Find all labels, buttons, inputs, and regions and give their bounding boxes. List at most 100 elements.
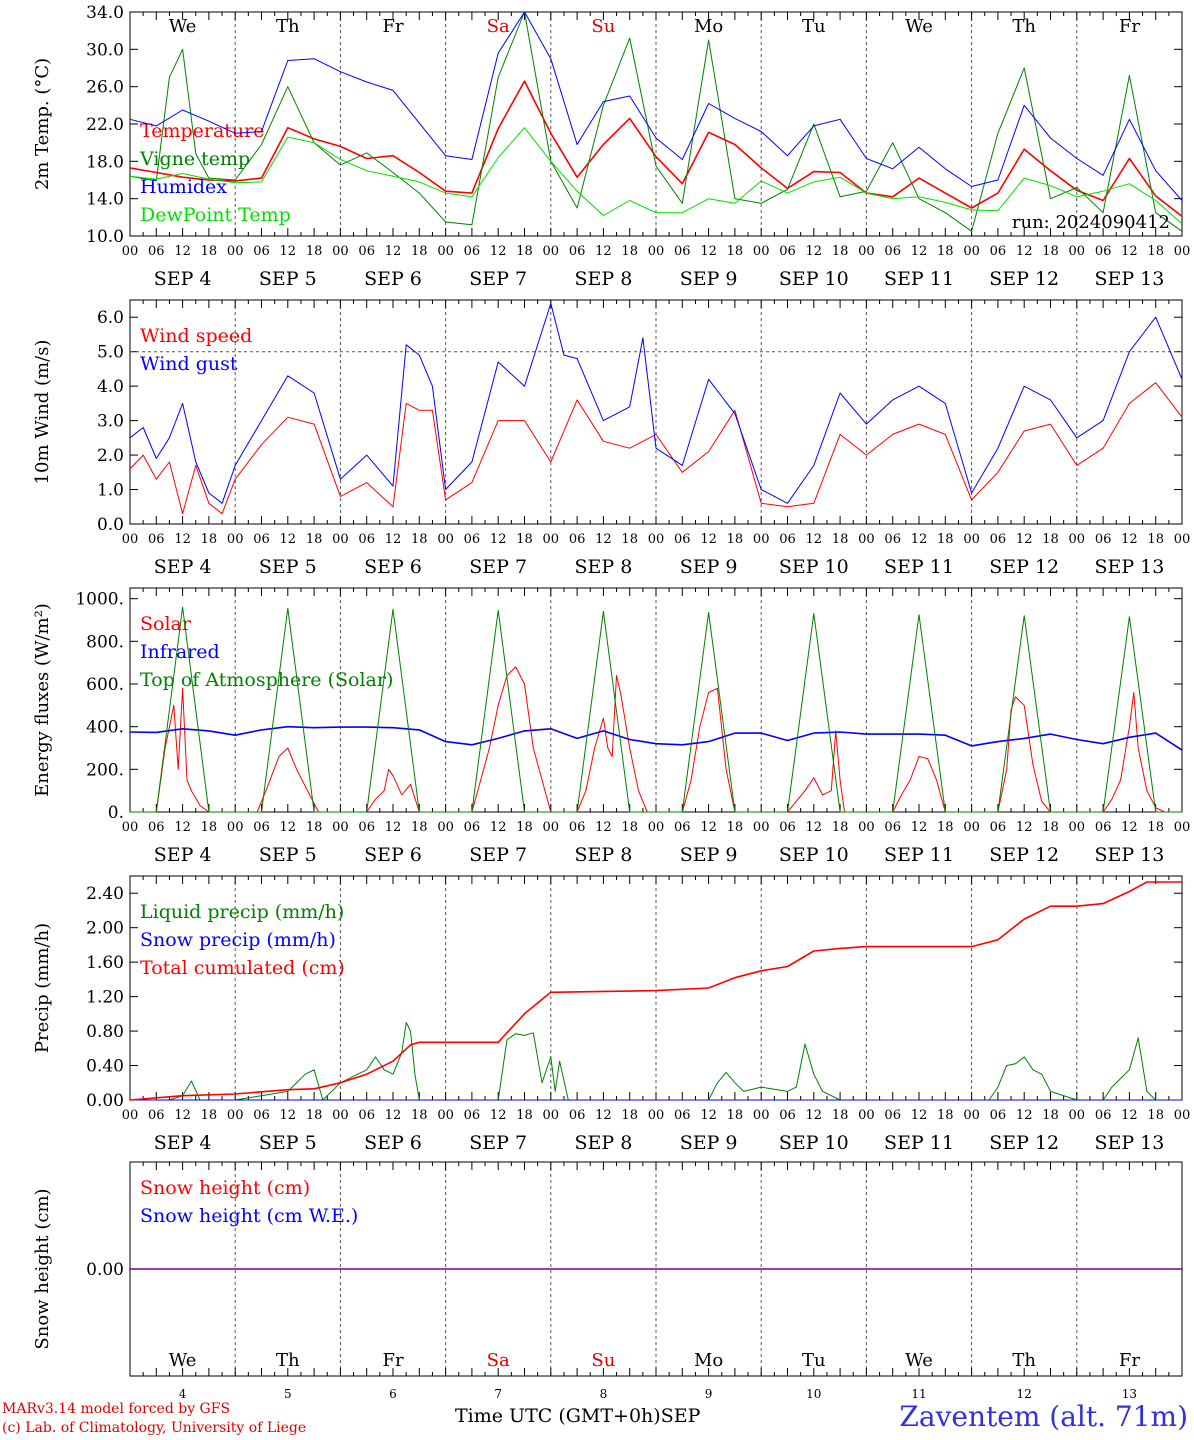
hour-tick-label: 00 — [963, 1108, 980, 1123]
legend-entry: DewPoint Temp — [140, 204, 291, 226]
hour-tick-label: 18 — [201, 244, 218, 259]
date-label: SEP 8 — [574, 844, 632, 866]
date-label: SEP 9 — [680, 844, 738, 866]
series-line — [129, 302, 1183, 504]
legend-entry: Snow precip (mm/h) — [140, 929, 336, 951]
weekday-label: Fr — [382, 16, 403, 37]
hour-tick-label: 00 — [437, 1108, 454, 1123]
hour-tick-label: 12 — [280, 244, 297, 259]
hour-tick-label: 18 — [937, 244, 954, 259]
series-line — [130, 1022, 1157, 1101]
hour-tick-label: 12 — [700, 532, 717, 547]
y-tick-label: 400. — [86, 718, 124, 738]
hour-tick-label: 06 — [990, 1108, 1007, 1123]
weekday-label: Tu — [802, 1350, 826, 1371]
hour-tick-label: 00 — [963, 820, 980, 835]
hour-tick-label: 12 — [174, 244, 191, 259]
hour-tick-label: 00 — [1174, 820, 1191, 835]
y-tick-label: 2.0 — [97, 446, 124, 466]
hour-tick-label: 12 — [911, 532, 928, 547]
hour-tick-label: 00 — [227, 532, 244, 547]
series-line — [129, 382, 1183, 515]
date-label: SEP 10 — [779, 556, 849, 578]
day-number-label: 6 — [389, 1387, 397, 1401]
hour-tick-label: 12 — [700, 244, 717, 259]
series-line — [129, 11, 1183, 232]
hour-tick-label: 06 — [884, 244, 901, 259]
date-label: SEP 7 — [469, 1132, 527, 1154]
weekday-label: We — [169, 1350, 197, 1371]
weekday-label: Fr — [1119, 16, 1140, 37]
day-number-label: 7 — [494, 1387, 502, 1401]
date-label: SEP 13 — [1094, 556, 1164, 578]
hour-tick-label: 18 — [306, 244, 323, 259]
y-tick-label: 1.20 — [86, 988, 124, 1008]
date-label: SEP 9 — [680, 556, 738, 578]
hour-tick-label: 06 — [253, 820, 270, 835]
hour-tick-label: 06 — [464, 820, 481, 835]
hour-tick-label: 18 — [411, 820, 428, 835]
hour-tick-label: 00 — [858, 244, 875, 259]
hour-tick-label: 18 — [621, 1108, 638, 1123]
hour-tick-label: 18 — [727, 1108, 744, 1123]
weekday-label: Th — [1012, 1350, 1036, 1371]
hour-tick-label: 06 — [464, 532, 481, 547]
y-tick-label: 0. — [108, 803, 124, 823]
day-number-label: 5 — [284, 1387, 292, 1401]
date-label: SEP 9 — [680, 1132, 738, 1154]
hour-tick-label: 00 — [963, 244, 980, 259]
day-number-label: 13 — [1122, 1387, 1137, 1401]
hour-tick-label: 18 — [727, 820, 744, 835]
hour-tick-label: 00 — [227, 1108, 244, 1123]
hour-tick-label: 06 — [358, 1108, 375, 1123]
hour-tick-label: 06 — [884, 820, 901, 835]
weekday-label: Su — [591, 1350, 615, 1371]
date-label: SEP 4 — [154, 556, 212, 578]
day-number-label: 10 — [806, 1387, 821, 1401]
hour-tick-label: 06 — [148, 532, 165, 547]
hour-tick-label: 12 — [700, 1108, 717, 1123]
hour-tick-label: 06 — [674, 532, 691, 547]
hour-tick-label: 12 — [806, 1108, 823, 1123]
hour-tick-label: 12 — [174, 1108, 191, 1123]
hour-tick-label: 18 — [516, 820, 533, 835]
hour-tick-label: 18 — [1042, 1108, 1059, 1123]
date-label: SEP 5 — [259, 844, 317, 866]
hour-tick-label: 12 — [385, 244, 402, 259]
hour-tick-label: 12 — [280, 532, 297, 547]
hour-tick-label: 12 — [174, 820, 191, 835]
hour-tick-label: 18 — [201, 532, 218, 547]
y-tick-label: 4.0 — [97, 377, 124, 397]
hour-tick-label: 06 — [569, 820, 586, 835]
legend-entry: Infrared — [140, 641, 220, 663]
hour-tick-label: 00 — [332, 1108, 349, 1123]
date-label: SEP 6 — [364, 844, 422, 866]
hour-tick-label: 12 — [1016, 244, 1033, 259]
hour-tick-label: 00 — [332, 532, 349, 547]
legend-entry: Wind speed — [140, 325, 252, 347]
hour-tick-label: 00 — [332, 820, 349, 835]
hour-tick-label: 06 — [884, 1108, 901, 1123]
weekday-label: Sa — [487, 16, 510, 37]
hour-tick-label: 00 — [122, 244, 139, 259]
hour-tick-label: 12 — [700, 820, 717, 835]
hour-tick-label: 12 — [911, 820, 928, 835]
hour-tick-label: 00 — [1069, 244, 1086, 259]
series-line — [129, 80, 1183, 218]
y-tick-label: 22.0 — [86, 115, 124, 135]
hour-tick-label: 06 — [1095, 532, 1112, 547]
hour-tick-label: 12 — [595, 1108, 612, 1123]
date-label: SEP 6 — [364, 556, 422, 578]
hour-tick-label: 00 — [858, 532, 875, 547]
day-number-label: 12 — [1017, 1387, 1032, 1401]
hour-tick-label: 12 — [280, 820, 297, 835]
y-tick-label: 600. — [86, 675, 124, 695]
hour-tick-label: 06 — [358, 532, 375, 547]
hour-tick-label: 00 — [122, 1108, 139, 1123]
date-label: SEP 11 — [884, 844, 954, 866]
hour-tick-label: 12 — [595, 820, 612, 835]
hour-tick-label: 12 — [1016, 1108, 1033, 1123]
hour-tick-label: 18 — [411, 532, 428, 547]
hour-tick-label: 06 — [464, 1108, 481, 1123]
hour-tick-label: 06 — [1095, 244, 1112, 259]
